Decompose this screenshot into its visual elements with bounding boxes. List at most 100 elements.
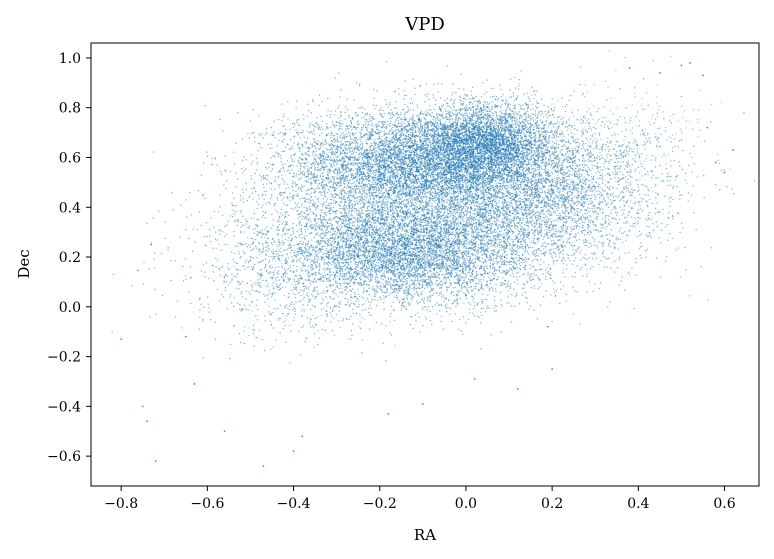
data-point <box>371 120 372 121</box>
data-point <box>360 156 361 157</box>
data-point <box>402 141 403 142</box>
data-point <box>372 130 373 131</box>
data-point <box>347 98 348 99</box>
data-point <box>350 189 351 190</box>
data-point <box>392 130 393 131</box>
data-point <box>403 179 404 180</box>
data-point <box>395 162 396 163</box>
data-point <box>432 186 433 187</box>
data-point <box>459 112 460 113</box>
data-point <box>362 159 363 160</box>
data-point <box>323 166 324 167</box>
data-point <box>344 112 345 113</box>
data-point <box>365 123 366 124</box>
data-point <box>263 199 264 200</box>
data-point <box>333 178 334 179</box>
data-point <box>219 119 220 120</box>
data-point <box>343 180 344 181</box>
data-point <box>367 164 368 165</box>
data-point <box>274 156 275 157</box>
data-point <box>289 171 290 172</box>
data-point <box>564 233 565 234</box>
data-point <box>340 185 341 186</box>
data-point <box>385 99 386 100</box>
data-point <box>331 176 332 177</box>
data-point <box>222 130 223 131</box>
data-point <box>376 169 377 170</box>
data-point <box>294 124 295 125</box>
data-point <box>290 139 291 140</box>
data-point <box>282 167 283 168</box>
data-point <box>621 152 622 153</box>
data-point <box>448 183 449 184</box>
data-point <box>571 133 572 134</box>
data-point <box>367 130 368 131</box>
data-point <box>542 185 543 186</box>
data-point <box>402 142 403 143</box>
data-point <box>459 183 460 184</box>
data-point <box>353 151 354 152</box>
data-point <box>380 191 381 192</box>
data-point <box>308 154 309 155</box>
data-point <box>298 119 299 120</box>
data-point <box>398 181 399 182</box>
data-point <box>452 118 453 119</box>
data-point <box>387 121 388 122</box>
data-point <box>327 128 328 129</box>
data-point <box>374 139 375 140</box>
data-point <box>384 127 385 128</box>
data-point <box>428 170 429 171</box>
data-point <box>285 214 286 215</box>
data-point <box>401 131 402 132</box>
data-point <box>433 126 434 127</box>
data-point <box>457 184 458 185</box>
data-point <box>344 183 345 184</box>
data-point <box>386 196 387 197</box>
data-point <box>380 107 381 108</box>
data-point <box>375 143 376 144</box>
data-point <box>284 151 285 152</box>
data-point <box>476 190 477 191</box>
data-point <box>310 123 311 124</box>
data-point <box>292 196 293 197</box>
data-point <box>289 148 290 149</box>
data-point <box>368 160 369 161</box>
data-point <box>422 128 423 129</box>
data-point <box>373 146 374 147</box>
data-point <box>278 140 279 141</box>
data-point <box>434 184 435 185</box>
data-point <box>399 168 400 169</box>
data-point <box>392 176 393 177</box>
data-point <box>336 159 337 160</box>
data-point <box>315 154 316 155</box>
data-point <box>277 177 278 178</box>
data-point <box>312 174 313 175</box>
data-point <box>525 193 526 194</box>
data-point <box>256 158 257 159</box>
data-point <box>391 134 392 135</box>
data-point <box>387 140 388 141</box>
data-point <box>342 161 343 162</box>
data-point <box>409 119 410 120</box>
data-point <box>541 113 542 114</box>
data-point <box>299 151 300 152</box>
data-point <box>408 110 409 111</box>
data-point <box>327 174 328 175</box>
data-point <box>392 114 393 115</box>
data-point <box>212 164 213 165</box>
data-point <box>251 178 252 179</box>
data-point <box>385 171 386 172</box>
data-point <box>561 199 562 200</box>
data-point <box>351 143 352 144</box>
data-point <box>348 171 349 172</box>
data-point <box>583 158 584 159</box>
data-point <box>360 203 361 204</box>
data-point <box>476 165 477 166</box>
data-point <box>314 145 315 146</box>
data-point <box>224 155 225 156</box>
data-point <box>366 151 367 152</box>
data-point <box>403 171 404 172</box>
data-point <box>353 157 354 158</box>
data-point <box>298 174 299 175</box>
data-point <box>465 112 466 113</box>
